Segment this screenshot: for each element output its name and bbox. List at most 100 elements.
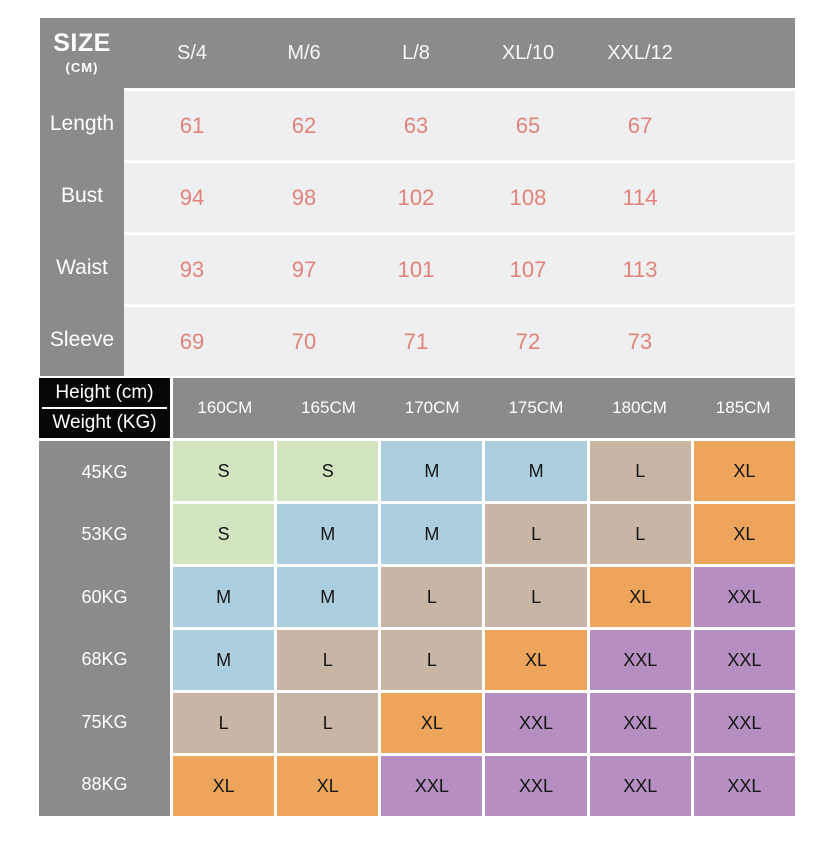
size-cell: XL (485, 630, 587, 690)
row-values-waist: 93 97 101 107 113 (124, 232, 795, 304)
size-cell: XL (381, 693, 483, 753)
row-values-sleeve: 69 70 71 72 73 (124, 304, 795, 376)
table-row-bust: Bust 94 98 102 108 114 (40, 160, 795, 232)
size-cell: L (589, 504, 691, 564)
sleeve-value: 73 (627, 328, 653, 354)
size-title: SIZE (53, 29, 111, 57)
size-cell: L (381, 567, 483, 627)
corner-weight-label: Weight (KG) (52, 412, 157, 433)
size-cell: M (173, 630, 275, 690)
bust-value: 94 (179, 184, 205, 210)
size-cell: L (381, 630, 483, 690)
size-cell: XXL (693, 693, 795, 753)
row-label-sleeve: Sleeve (40, 304, 124, 376)
weight-header-88: 88KG (81, 774, 128, 795)
size-cell-grid: S S M M L XL S M M L L XL M M L L XL XXL… (173, 441, 795, 816)
size-cell: L (173, 693, 275, 753)
size-cell: S (173, 504, 275, 564)
size-cell: XL (693, 504, 795, 564)
size-unit-label: (CM) (65, 60, 99, 75)
size-cell: M (277, 504, 379, 564)
size-cell: XXL (381, 756, 483, 816)
table-row-sleeve: Sleeve 69 70 71 72 73 (40, 304, 795, 376)
size-cell: XL (277, 756, 379, 816)
measurement-table: SIZE (CM) S/4 M/6 L/8 XL/10 XXL/12 Lengt… (40, 18, 795, 376)
size-cell: XXL (693, 630, 795, 690)
height-header-170: 170CM (404, 398, 460, 417)
length-value: 65 (515, 112, 541, 138)
table-row-waist: Waist 93 97 101 107 113 (40, 232, 795, 304)
size-cell: XXL (693, 756, 795, 816)
size-cell: M (381, 504, 483, 564)
row-label-length: Length (40, 88, 124, 160)
sleeve-value: 72 (515, 328, 541, 354)
fit-matrix-header: Height (cm) Weight (KG) 160CM 165CM 170C… (39, 378, 795, 438)
length-value: 67 (627, 112, 653, 138)
row-label-waist: Waist (40, 232, 124, 304)
size-cell: XL (693, 441, 795, 501)
size-cell: XXL (485, 756, 587, 816)
size-corner-cell: SIZE (CM) (40, 18, 124, 88)
row-values-bust: 94 98 102 108 114 (124, 160, 795, 232)
fit-matrix-table: Height (cm) Weight (KG) 160CM 165CM 170C… (39, 378, 795, 816)
size-cell: XL (589, 567, 691, 627)
weight-header-45: 45KG (81, 461, 128, 482)
size-cell: M (485, 441, 587, 501)
waist-value: 93 (179, 256, 205, 282)
table-row-length: Length 61 62 63 65 67 (40, 88, 795, 160)
size-cell: XXL (693, 567, 795, 627)
sleeve-value: 69 (179, 328, 205, 354)
bust-value: 102 (397, 184, 435, 210)
size-cell: L (277, 693, 379, 753)
height-header-160: 160CM (197, 398, 253, 417)
height-weight-corner-cell: Height (cm) Weight (KG) (39, 378, 170, 438)
row-values-length: 61 62 63 65 67 (124, 88, 795, 160)
size-cell: L (277, 630, 379, 690)
sleeve-value: 70 (291, 328, 317, 354)
size-cell: S (173, 441, 275, 501)
size-cell: L (485, 504, 587, 564)
bust-value: 98 (291, 184, 317, 210)
measurement-table-header: SIZE (CM) S/4 M/6 L/8 XL/10 XXL/12 (40, 18, 795, 88)
size-cell: L (485, 567, 587, 627)
waist-value: 97 (291, 256, 317, 282)
waist-value: 107 (509, 256, 547, 282)
waist-value: 101 (397, 256, 435, 282)
size-cell: XXL (589, 630, 691, 690)
length-value: 61 (179, 112, 205, 138)
weight-header-53: 53KG (81, 524, 128, 545)
weight-header-68: 68KG (81, 649, 128, 670)
size-cell: XXL (485, 693, 587, 753)
row-label-bust: Bust (40, 160, 124, 232)
height-header-175: 175CM (508, 398, 564, 417)
height-header-180: 180CM (612, 398, 667, 417)
height-header-165: 165CM (301, 398, 356, 417)
corner-height-label: Height (cm) (42, 379, 167, 409)
column-header-l: L/8 (402, 41, 430, 64)
column-header-xl: XL/10 (501, 41, 555, 64)
size-cell: XXL (589, 756, 691, 816)
height-header-185: 185CM (715, 398, 771, 417)
size-cell: M (173, 567, 275, 627)
weight-header-75: 75KG (81, 711, 128, 732)
length-value: 62 (291, 112, 317, 138)
bust-value: 108 (509, 184, 547, 210)
size-cell: XL (173, 756, 275, 816)
length-value: 63 (403, 112, 429, 138)
size-cell: M (277, 567, 379, 627)
size-cell: M (381, 441, 483, 501)
bust-value: 114 (622, 184, 658, 210)
fit-matrix-body: 45KG 53KG 60KG 68KG 75KG 88KG S S M M L … (39, 441, 795, 816)
size-cell: XXL (589, 693, 691, 753)
weight-header-60: 60KG (81, 586, 128, 607)
height-column-headers: 160CM 165CM 170CM 175CM 180CM 185CM (173, 378, 795, 438)
sleeve-value: 71 (403, 328, 429, 354)
column-header-xxl: XXL/12 (607, 41, 673, 64)
column-header-s: S/4 (176, 41, 208, 64)
size-column-headers: S/4 M/6 L/8 XL/10 XXL/12 (124, 18, 795, 88)
waist-value: 113 (622, 256, 658, 282)
size-cell: L (589, 441, 691, 501)
size-cell: S (277, 441, 379, 501)
weight-row-headers: 45KG 53KG 60KG 68KG 75KG 88KG (39, 441, 170, 816)
